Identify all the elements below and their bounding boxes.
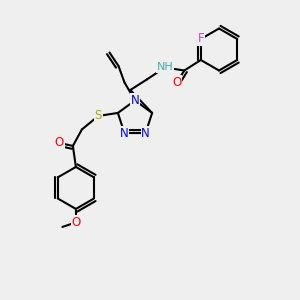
Text: N: N bbox=[120, 127, 129, 140]
Text: S: S bbox=[95, 110, 102, 122]
Text: NH: NH bbox=[156, 62, 173, 73]
Text: N: N bbox=[141, 127, 150, 140]
Text: O: O bbox=[172, 76, 182, 89]
Text: NH: NH bbox=[156, 62, 173, 73]
Text: O: O bbox=[55, 136, 64, 149]
Text: F: F bbox=[197, 32, 204, 46]
Text: O: O bbox=[71, 216, 80, 229]
Text: N: N bbox=[130, 94, 140, 107]
